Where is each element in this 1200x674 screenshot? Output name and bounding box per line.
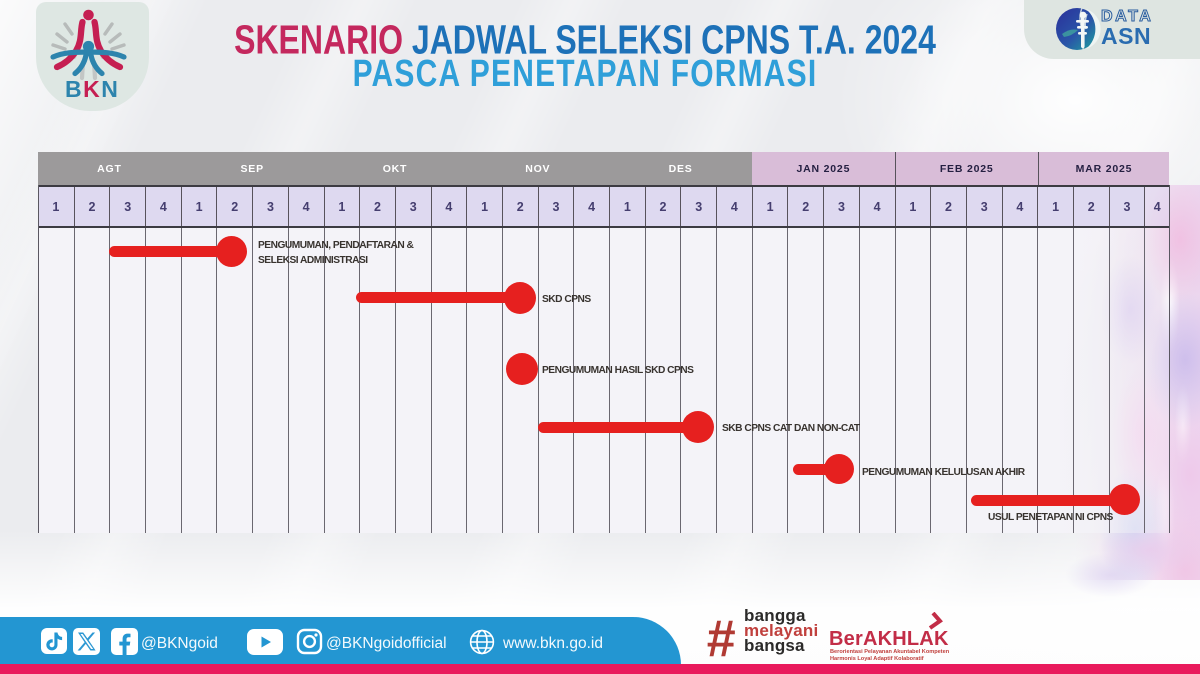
svg-text:ASN: ASN <box>1101 23 1151 49</box>
svg-text:@BKNgoidofficial: @BKNgoidofficial <box>326 635 447 652</box>
svg-text:BKN: BKN <box>65 76 119 102</box>
svg-text:www.bkn.go.id: www.bkn.go.id <box>502 635 603 652</box>
svg-text:DATA: DATA <box>1101 8 1153 25</box>
svg-text:@BKNgoid: @BKNgoid <box>141 635 218 652</box>
